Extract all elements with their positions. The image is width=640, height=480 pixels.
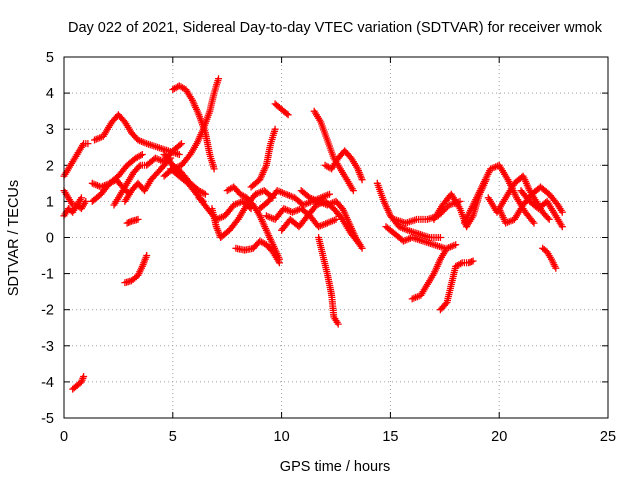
series-arc-21 (271, 100, 292, 119)
data-point (82, 197, 90, 205)
axis-ticks: -5 -4 -3 -2 -1 0 1 2 3 4 5 0 5 10 15 20 25 (41, 50, 616, 445)
data-point (558, 208, 566, 216)
series-arc-28 (315, 234, 342, 328)
data-point (283, 110, 291, 118)
data-point (284, 111, 292, 119)
data-point (178, 140, 185, 148)
series-arc-20 (247, 125, 279, 191)
data-point (80, 373, 88, 380)
series-arc-09 (121, 154, 175, 205)
series-arc-30 (382, 223, 449, 252)
y-tick-label: -1 (41, 267, 54, 283)
series-arc-06 (88, 151, 146, 205)
data-points (60, 75, 566, 393)
series-arc-39 (539, 244, 560, 272)
data-point (175, 151, 183, 158)
data-point (457, 260, 465, 268)
x-tick-label: 5 (169, 429, 177, 445)
y-tick-label: 4 (46, 86, 54, 102)
data-point (332, 215, 340, 223)
series-arc-26 (310, 107, 357, 195)
series-arc-22 (256, 187, 333, 213)
series-arc-13 (167, 165, 207, 205)
data-point (138, 151, 146, 158)
data-point (210, 165, 218, 173)
series-arc-03 (60, 187, 85, 209)
series-arc-32 (408, 241, 460, 303)
series-arc-38 (517, 187, 566, 231)
series-arc-17 (208, 187, 277, 241)
plot-frame (63, 56, 609, 419)
series-arc-19 (232, 237, 283, 267)
series-arc-36 (484, 172, 553, 223)
series-arc-34 (430, 176, 490, 231)
data-point (84, 140, 92, 148)
data-point (452, 241, 460, 249)
series-arc-25 (297, 187, 366, 252)
series-arc-01 (60, 140, 92, 180)
data-point (200, 189, 208, 197)
series-arc-15 (169, 82, 218, 173)
data-point (469, 257, 477, 265)
series-arc-10 (123, 215, 142, 227)
series-arc-18 (223, 183, 283, 263)
y-tick-label: -4 (41, 375, 54, 391)
x-tick-label: 0 (60, 429, 68, 445)
data-point (137, 151, 145, 159)
y-tick-label: -5 (41, 411, 54, 427)
data-point (201, 190, 209, 198)
data-point (135, 163, 143, 171)
data-point (77, 194, 85, 202)
y-tick-label: 2 (46, 158, 54, 174)
y-tick-label: -2 (41, 303, 54, 319)
data-point (552, 264, 560, 272)
data-point (529, 218, 537, 225)
data-point (530, 219, 538, 227)
series-arc-27 (321, 147, 366, 184)
x-tick-label: 20 (491, 429, 507, 445)
series-arc-29 (373, 179, 444, 241)
series-arc-11 (121, 252, 151, 287)
y-tick-label: 5 (46, 50, 54, 66)
data-point (215, 75, 222, 83)
series-arc-31 (391, 197, 464, 227)
data-point (326, 190, 333, 198)
data-point (545, 215, 553, 223)
data-point (349, 187, 357, 195)
y-tick-label: 1 (46, 194, 54, 210)
y-tick-label: 0 (46, 231, 54, 247)
x-axis-label: GPS time / hours (280, 459, 390, 475)
y-axis-label: SDTVAR / TECUs (6, 180, 22, 296)
grid-lines (64, 57, 608, 418)
chart-title: Day 022 of 2021, Sidereal Day-to-day VTE… (68, 20, 603, 36)
series-arc-08 (110, 140, 185, 209)
series-arc-04 (69, 373, 88, 393)
x-tick-label: 10 (274, 429, 290, 445)
y-tick-label: 3 (46, 122, 54, 138)
data-point (143, 252, 151, 259)
series-arc-37 (495, 183, 566, 227)
x-tick-label: 15 (382, 429, 398, 445)
series-arc-33 (436, 257, 477, 314)
data-point (358, 176, 366, 184)
data-point (176, 141, 184, 149)
data-point (436, 234, 444, 241)
data-point (271, 125, 279, 133)
x-tick-label: 25 (600, 429, 616, 445)
data-point (334, 320, 342, 328)
data-point (544, 214, 552, 222)
data-point (558, 223, 566, 231)
series-arc-05 (91, 111, 183, 158)
data-point (134, 215, 142, 223)
data-point (275, 259, 283, 267)
y-tick-label: -3 (41, 339, 54, 355)
data-point (358, 244, 366, 252)
